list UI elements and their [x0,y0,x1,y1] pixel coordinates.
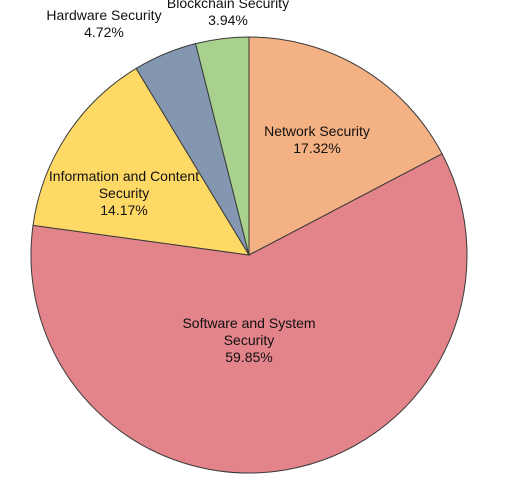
slice-category-text: Software and System [182,315,315,331]
slice-category-text: Information and Content [49,168,199,184]
slice-value-text: 4.72% [84,24,124,40]
slice-value-text: 59.85% [225,349,272,365]
pie-slice-5 [194,36,250,256]
pie-slice-2 [30,153,468,474]
slice-category-text: Network Security [264,123,370,139]
slice-value-text: 14.17% [100,202,147,218]
slice-category-text: Blockchain Security [167,0,289,11]
slice-label-4: Hardware Security 4.72% [46,7,161,40]
slice-label-5: Blockchain Security 3.94% [167,0,289,28]
pie-labels: Network Security 17.32% Software and Syste… [46,0,369,365]
slice-label-2: Software and System Security 59.85% [182,315,315,365]
pie-slice-3 [32,67,250,256]
slice-category-text: Security [99,185,150,201]
slice-value-text: 3.94% [208,12,248,28]
slice-label-3: Information and Content Security 14.17% [49,168,199,218]
pie-slice-1 [248,36,443,256]
slice-label-1: Network Security 17.32% [264,123,370,156]
slice-category-text: Security [224,332,275,348]
slice-category-text: Hardware Security [46,7,161,23]
slice-value-text: 17.32% [293,140,340,156]
pie-slices [30,36,468,474]
